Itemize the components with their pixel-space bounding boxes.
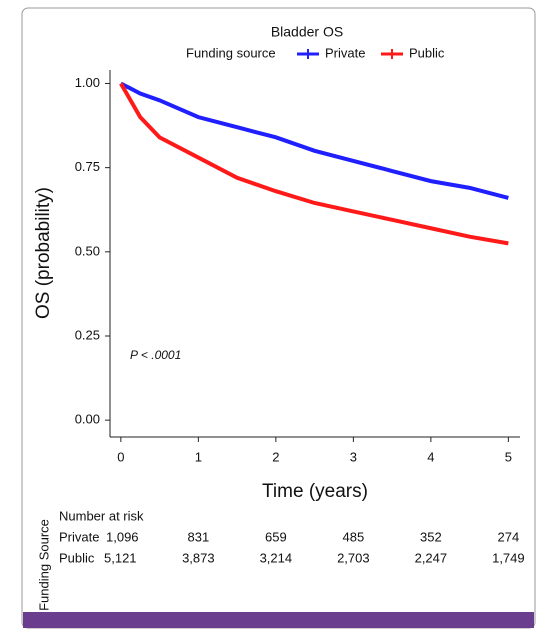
- p-value: P < .0001: [130, 348, 181, 362]
- risk-count: 485: [343, 529, 365, 544]
- survival-curve: [119, 81, 509, 200]
- legend-label: Private: [325, 45, 365, 60]
- y-tick-label: 0.75: [75, 159, 100, 174]
- risk-side-label: Funding Source: [36, 519, 51, 611]
- risk-count: 3,214: [260, 550, 293, 565]
- x-tick-label: 2: [272, 449, 279, 464]
- risk-title: Number at risk: [59, 508, 144, 523]
- x-tick-label: 0: [117, 449, 124, 464]
- survival-curve: [119, 82, 509, 246]
- legend-label: Public: [409, 45, 445, 60]
- y-tick-label: 0.50: [75, 243, 100, 258]
- risk-count: 659: [265, 529, 287, 544]
- y-tick-label: 0.25: [75, 327, 100, 342]
- risk-row-label: Private: [59, 529, 99, 544]
- chart-title: Bladder OS: [271, 24, 343, 40]
- x-tick-label: 1: [195, 449, 202, 464]
- risk-count: 3,873: [182, 550, 215, 565]
- x-tick-label: 4: [427, 449, 434, 464]
- x-tick-label: 3: [350, 449, 357, 464]
- y-tick-label: 0.00: [75, 412, 100, 427]
- risk-row-label: Public: [59, 550, 95, 565]
- footer-bar: [23, 612, 534, 628]
- risk-count: 274: [498, 529, 520, 544]
- risk-count: 2,247: [415, 550, 448, 565]
- y-axis-label: OS (probability): [33, 187, 54, 319]
- risk-count: 1,096: [106, 529, 139, 544]
- x-axis-label: Time (years): [262, 481, 368, 502]
- x-tick-label: 5: [505, 449, 512, 464]
- risk-count: 5,121: [104, 550, 137, 565]
- risk-count: 2,703: [337, 550, 370, 565]
- risk-count: 352: [420, 529, 442, 544]
- risk-count: 1,749: [492, 550, 525, 565]
- legend-title: Funding source: [186, 45, 276, 60]
- y-tick-label: 1.00: [75, 75, 100, 90]
- risk-count: 831: [188, 529, 210, 544]
